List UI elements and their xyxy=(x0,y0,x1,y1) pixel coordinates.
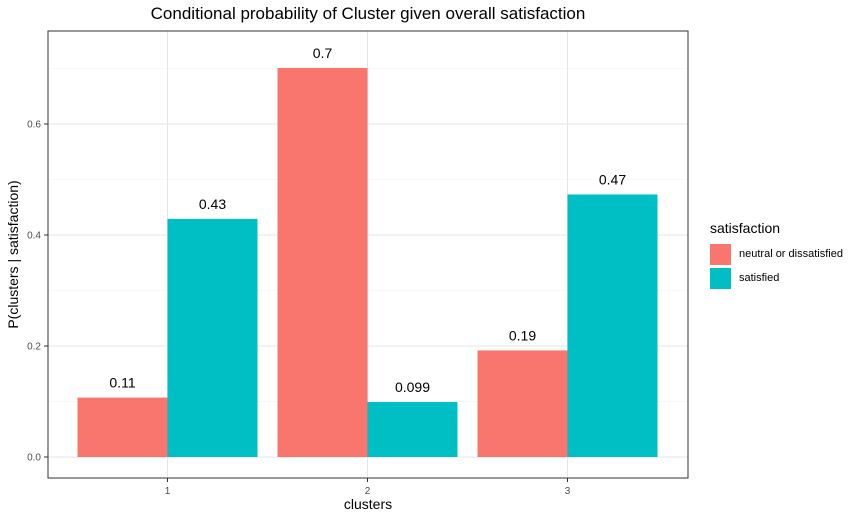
data-label: 0.43 xyxy=(199,196,226,212)
x-tick-label: 2 xyxy=(365,486,371,497)
data-label: 0.11 xyxy=(109,375,135,391)
chart-title: Conditional probability of Cluster given… xyxy=(150,4,586,23)
y-tick-label: 0.0 xyxy=(27,453,41,464)
legend-item-satisfied: satisfied xyxy=(710,266,843,290)
data-label: 0.7 xyxy=(313,45,333,61)
data-label: 0.47 xyxy=(599,171,626,187)
legend-swatch-neutral xyxy=(710,243,731,265)
bar xyxy=(477,350,568,457)
y-axis-title: P(clusters | satisfaction) xyxy=(5,180,21,328)
legend-label-satisfied: satisfied xyxy=(739,272,780,284)
x-tick-label: 3 xyxy=(565,486,571,497)
data-label: 0.099 xyxy=(395,379,430,395)
y-tick-label: 0.6 xyxy=(27,120,41,131)
legend-title: satisfaction xyxy=(710,220,781,236)
data-label: 0.19 xyxy=(509,327,536,343)
legend-swatch-satisfied xyxy=(710,267,731,289)
bar xyxy=(167,218,258,457)
data-labels: 0.11 0.7 0.19 0.43 0.099 0.47 xyxy=(109,45,626,395)
bars xyxy=(77,67,658,458)
legend-label-neutral: neutral or dissatisfied xyxy=(739,248,843,260)
bar xyxy=(567,194,658,458)
bar xyxy=(277,67,368,457)
axes: 0.0 0.2 0.4 0.6 1 2 3 clusters P(clusters | sati… xyxy=(5,30,689,512)
bar xyxy=(367,402,458,457)
y-tick-label: 0.2 xyxy=(27,342,41,353)
legend: satisfaction neutral or dissatisfied sat… xyxy=(710,220,843,290)
legend-item-neutral: neutral or dissatisfied xyxy=(710,242,843,266)
bar xyxy=(77,397,168,457)
x-axis-title: clusters xyxy=(344,496,392,512)
y-tick-label: 0.4 xyxy=(27,231,41,242)
x-tick-label: 1 xyxy=(165,486,171,497)
